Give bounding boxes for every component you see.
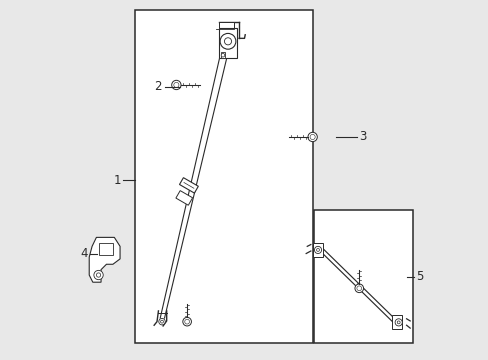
Bar <box>218 28 237 58</box>
Bar <box>312 243 323 257</box>
Circle shape <box>221 53 224 57</box>
Circle shape <box>94 270 103 280</box>
Circle shape <box>184 319 189 324</box>
Text: 4: 4 <box>80 247 87 260</box>
Circle shape <box>220 33 235 49</box>
Circle shape <box>183 318 191 326</box>
Circle shape <box>173 82 179 87</box>
Circle shape <box>307 132 317 141</box>
Text: 5: 5 <box>415 270 423 283</box>
Circle shape <box>316 248 319 251</box>
Circle shape <box>396 321 399 324</box>
Polygon shape <box>89 237 120 282</box>
Bar <box>391 315 402 329</box>
Bar <box>135 10 312 343</box>
Circle shape <box>356 286 361 291</box>
Bar <box>99 243 113 255</box>
Circle shape <box>96 273 101 277</box>
Bar <box>221 52 224 58</box>
Circle shape <box>394 319 402 326</box>
Circle shape <box>224 38 231 45</box>
Text: 1: 1 <box>113 174 121 186</box>
Circle shape <box>160 320 163 323</box>
Bar <box>176 190 192 205</box>
Bar <box>314 211 412 343</box>
Text: 2: 2 <box>154 80 162 93</box>
Circle shape <box>309 134 315 140</box>
Bar <box>179 177 198 193</box>
Circle shape <box>159 319 165 325</box>
Circle shape <box>354 284 363 293</box>
Circle shape <box>171 80 181 90</box>
Circle shape <box>314 246 321 253</box>
Bar <box>219 22 234 28</box>
Text: 3: 3 <box>359 130 366 144</box>
